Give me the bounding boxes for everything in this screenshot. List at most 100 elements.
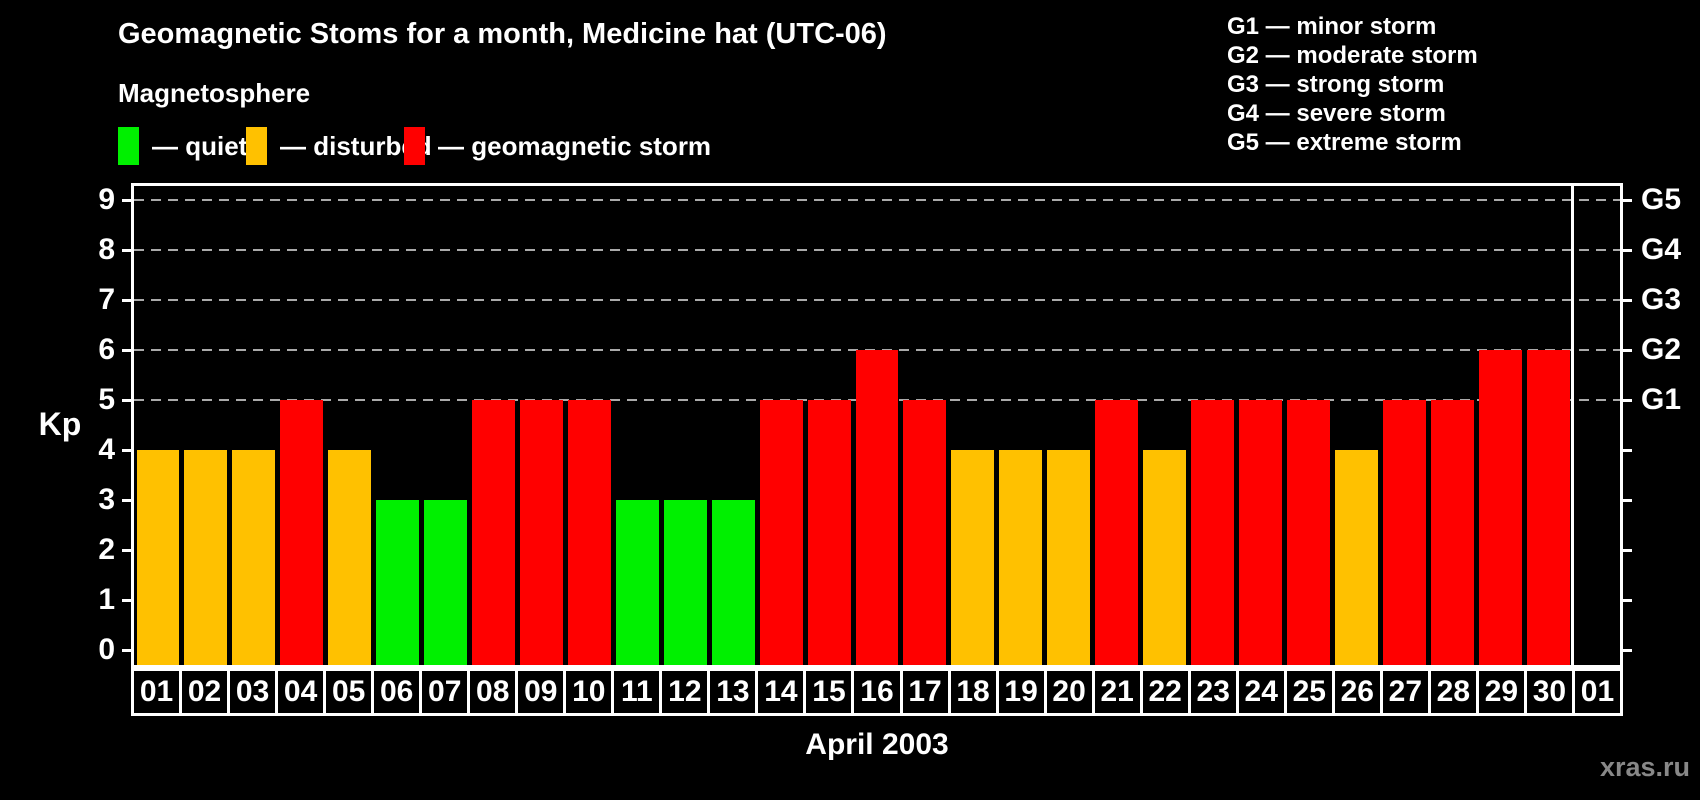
y-tick-label-5: 5 <box>98 383 115 416</box>
bar-day-14 <box>759 400 803 665</box>
legend-item-storm: — geomagnetic storm <box>404 126 711 166</box>
bar-day-20 <box>1047 450 1091 665</box>
bar-day-21 <box>1095 400 1139 665</box>
day-cell-11: 11 <box>614 671 663 713</box>
bar-day-10 <box>567 400 611 665</box>
left-tick-kp0 <box>122 648 131 652</box>
x-axis-title: April 2003 <box>805 728 949 761</box>
day-cell-07: 07 <box>422 671 471 713</box>
bar-day-04 <box>280 400 324 665</box>
y-tick-label-2: 2 <box>98 533 115 566</box>
bar-day-05 <box>328 450 372 665</box>
day-cell-28: 28 <box>1431 671 1479 713</box>
day-cell-05: 05 <box>326 671 375 713</box>
y-tick-label-1: 1 <box>98 583 115 616</box>
day-cell-08: 08 <box>470 671 519 713</box>
g1-legend-line: G1 — minor storm <box>1227 13 1437 40</box>
right-tick-kp1 <box>1620 598 1632 602</box>
day-cell-22: 22 <box>1143 671 1191 713</box>
left-tick-kp2 <box>122 548 131 552</box>
bar-day-16 <box>855 350 899 665</box>
day-cell-20: 20 <box>1047 671 1095 713</box>
month-separator-line <box>1570 186 1574 665</box>
g-axis-label-G4: G4 <box>1641 233 1682 266</box>
storm-swatch <box>404 127 425 165</box>
day-label-row: 01 02 03 04 05 06 07 08 09 10 11 12 13 14 15 16 17 18 19 20… <box>131 668 1623 716</box>
left-tick-kp1 <box>122 598 131 602</box>
bar-day-06 <box>376 500 420 665</box>
y-tick-label-7: 7 <box>98 283 115 316</box>
day-cell-14: 14 <box>758 671 807 713</box>
y-tick-label-0: 0 <box>98 633 115 666</box>
y-tick-label-3: 3 <box>98 483 115 516</box>
legend-item-quiet: — quiet <box>118 126 247 166</box>
bar-day-12 <box>663 500 707 665</box>
y-tick-label-6: 6 <box>98 333 115 366</box>
bar-day-02 <box>184 450 228 665</box>
gridline-kp9 <box>134 199 1620 201</box>
watermark: xras.ru <box>1599 752 1690 782</box>
day-cell-02: 02 <box>182 671 231 713</box>
bar-day-28 <box>1430 400 1474 665</box>
bar-day-26 <box>1334 450 1378 665</box>
left-tick-kp5 <box>122 398 131 402</box>
plot-area <box>131 183 1623 668</box>
day-cell-04: 04 <box>278 671 327 713</box>
day-cell-29: 29 <box>1479 671 1527 713</box>
bar-day-09 <box>519 400 563 665</box>
day-cell-19: 19 <box>999 671 1047 713</box>
day-cell-06: 06 <box>374 671 423 713</box>
day-cell-15: 15 <box>806 671 855 713</box>
day-cell-01: 01 <box>134 671 183 713</box>
y-tick-label-8: 8 <box>98 233 115 266</box>
quiet-swatch <box>118 127 139 165</box>
bar-day-01 <box>136 450 180 665</box>
left-tick-kp7 <box>122 298 131 302</box>
magnetosphere-label: Magnetosphere <box>118 78 311 108</box>
g4-legend-line: G4 — severe storm <box>1227 100 1446 127</box>
right-tick-kp4 <box>1620 448 1632 452</box>
bar-day-17 <box>903 400 947 665</box>
y-tick-label-4: 4 <box>98 433 115 466</box>
storm-label: — geomagnetic storm <box>438 130 712 161</box>
right-tick-kp7 <box>1620 298 1632 302</box>
right-tick-kp5 <box>1620 398 1632 402</box>
bar-day-30 <box>1526 350 1570 665</box>
right-tick-kp6 <box>1620 348 1632 352</box>
left-tick-kp8 <box>122 248 131 252</box>
bar-day-24 <box>1239 400 1282 665</box>
right-tick-kp9 <box>1620 198 1632 202</box>
bar-day-25 <box>1286 400 1330 665</box>
right-tick-kp3 <box>1620 498 1632 502</box>
g5-legend-line: G5 — extreme storm <box>1227 129 1462 156</box>
bar-day-23 <box>1191 400 1234 665</box>
day-cell-30: 30 <box>1527 671 1575 713</box>
day-cell-12: 12 <box>662 671 711 713</box>
day-cell-16: 16 <box>854 671 903 713</box>
bar-day-15 <box>807 400 851 665</box>
g-axis-label-G2: G2 <box>1641 333 1682 366</box>
right-tick-kp2 <box>1620 548 1632 552</box>
day-cell-26: 26 <box>1335 671 1383 713</box>
left-tick-kp4 <box>122 448 131 452</box>
quiet-label: — quiet <box>152 130 248 161</box>
disturbed-swatch <box>246 127 267 165</box>
g2-legend-line: G2 — moderate storm <box>1227 42 1478 69</box>
g-axis-label-G1: G1 <box>1641 383 1682 416</box>
day-cell-09: 09 <box>518 671 567 713</box>
day-cell-21: 21 <box>1095 671 1143 713</box>
day-cell-13: 13 <box>710 671 759 713</box>
bar-day-13 <box>711 500 755 665</box>
left-tick-kp3 <box>122 498 131 502</box>
g-axis-label-G3: G3 <box>1641 283 1682 316</box>
gridline-kp7 <box>134 299 1620 301</box>
right-tick-kp8 <box>1620 248 1632 252</box>
day-cell-01-next-month: 01 <box>1580 675 1615 708</box>
bar-day-03 <box>232 450 276 665</box>
bar-day-22 <box>1143 450 1187 665</box>
bar-day-27 <box>1382 400 1426 665</box>
y-tick-label-9: 9 <box>98 183 115 216</box>
right-tick-kp0 <box>1620 648 1632 652</box>
g-scale-legend: G1 — minor storm G2 — moderate storm G3 … <box>1227 12 1478 157</box>
